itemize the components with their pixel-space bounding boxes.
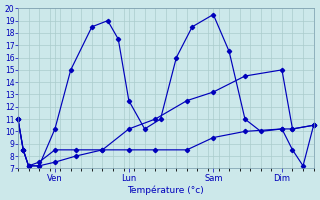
- X-axis label: Température (°c): Température (°c): [127, 186, 204, 195]
